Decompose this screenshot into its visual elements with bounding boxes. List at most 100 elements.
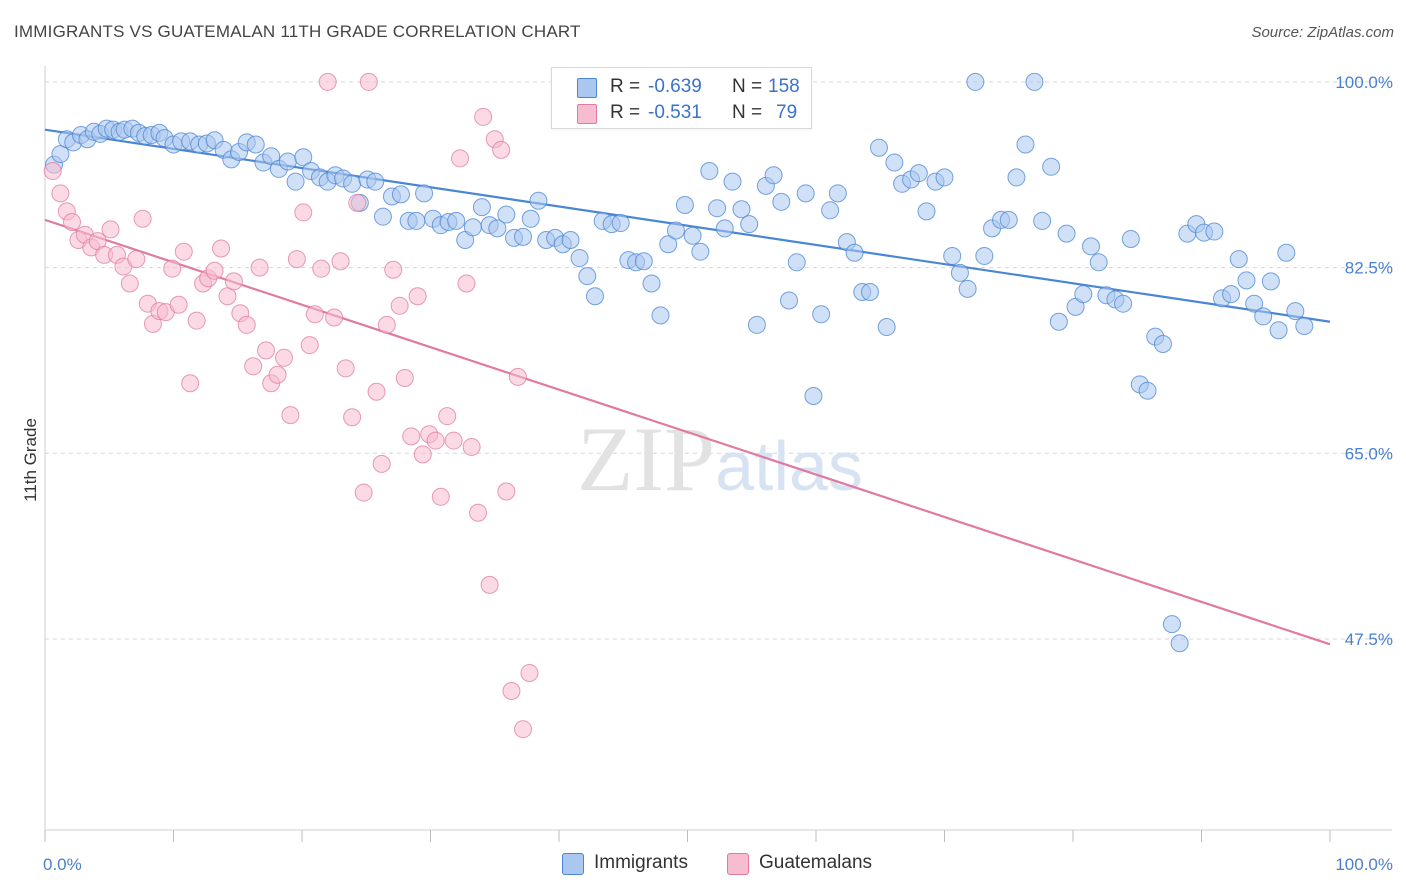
- series-guatemalans: [43, 72, 539, 739]
- data-point: [691, 242, 710, 261]
- stats-r-value: -0.531: [648, 102, 702, 123]
- data-point: [885, 153, 904, 172]
- data-point: [275, 348, 294, 367]
- data-point: [514, 720, 533, 739]
- data-point: [772, 192, 791, 211]
- data-point: [958, 279, 977, 298]
- data-point: [51, 145, 70, 164]
- data-point: [218, 287, 237, 306]
- data-point: [343, 174, 362, 193]
- data-point: [244, 357, 263, 376]
- data-point: [281, 406, 300, 425]
- data-point: [348, 193, 367, 212]
- data-point: [343, 408, 362, 427]
- data-point: [508, 367, 527, 386]
- data-point: [1254, 307, 1273, 326]
- data-point: [869, 138, 888, 157]
- data-point: [286, 172, 305, 191]
- data-point: [408, 287, 427, 306]
- trend-line-guatemalans: [44, 218, 1331, 646]
- data-point: [1277, 243, 1296, 262]
- data-point: [163, 259, 182, 278]
- data-point: [1205, 222, 1224, 241]
- stats-row-immigrants: R = -0.639 N = 158: [552, 75, 811, 101]
- data-point: [935, 168, 954, 187]
- stats-row-guatemalans: R = -0.531 N = 79: [552, 101, 811, 127]
- points-layer: [43, 72, 1314, 739]
- data-point: [62, 212, 81, 231]
- y-tick-label: 47.5%: [1345, 630, 1393, 649]
- x-tick-label: 0.0%: [43, 855, 82, 874]
- data-point: [415, 184, 434, 203]
- data-point: [312, 259, 331, 278]
- y-tick-label: 65.0%: [1345, 444, 1393, 463]
- data-point: [101, 220, 120, 239]
- data-point: [181, 374, 200, 393]
- data-point: [431, 487, 450, 506]
- y-tick-label: 82.5%: [1345, 259, 1393, 278]
- data-point: [268, 365, 287, 384]
- series-immigrants: [44, 72, 1314, 653]
- data-point: [917, 202, 936, 221]
- data-point: [611, 214, 630, 233]
- data-point: [472, 198, 491, 217]
- tick-label-layer: 47.5% 65.0% 82.5% 100.0% 0.0% 100.0%: [43, 73, 1393, 874]
- stats-r-label: R =: [610, 102, 641, 123]
- watermark: ZIPatlas: [577, 408, 863, 510]
- data-point: [520, 663, 539, 682]
- data-point: [529, 191, 548, 210]
- data-point: [1229, 250, 1248, 269]
- data-point: [521, 209, 540, 228]
- data-point: [732, 200, 751, 219]
- y-axis-label: 11th Grade: [21, 418, 40, 502]
- data-point: [715, 219, 734, 238]
- data-point: [366, 172, 385, 191]
- data-point: [250, 258, 269, 277]
- data-point: [1057, 224, 1076, 243]
- data-point: [294, 148, 313, 167]
- stats-r-label: R =: [610, 76, 641, 97]
- data-point: [683, 226, 702, 245]
- data-point: [212, 239, 231, 258]
- data-point: [828, 184, 847, 203]
- data-point: [492, 140, 511, 159]
- data-point: [287, 250, 306, 269]
- data-point: [120, 274, 139, 293]
- data-point: [1286, 302, 1305, 321]
- data-point: [447, 211, 466, 230]
- data-point: [224, 272, 243, 291]
- data-point: [561, 231, 580, 250]
- data-point: [237, 315, 256, 334]
- data-point: [359, 72, 378, 91]
- data-point: [127, 250, 146, 269]
- data-point: [480, 575, 499, 594]
- data-point: [469, 503, 488, 522]
- data-point: [305, 305, 324, 324]
- data-point: [463, 218, 482, 237]
- data-point: [950, 263, 969, 282]
- data-point: [845, 243, 864, 262]
- data-point: [740, 215, 759, 234]
- stats-n-label: N =: [732, 102, 763, 123]
- data-point: [395, 368, 414, 387]
- y-tick-label: 100.0%: [1335, 73, 1393, 92]
- data-point: [1170, 634, 1189, 653]
- data-point: [391, 185, 410, 204]
- data-point: [1269, 321, 1288, 340]
- data-point: [1237, 271, 1256, 290]
- data-point: [488, 219, 507, 238]
- data-point: [246, 135, 265, 154]
- data-point: [1295, 316, 1314, 335]
- data-point: [1114, 294, 1133, 313]
- data-point: [764, 166, 783, 185]
- data-point: [367, 382, 386, 401]
- data-point: [390, 296, 409, 315]
- data-point: [457, 274, 476, 293]
- data-point: [278, 152, 297, 171]
- data-point: [675, 196, 694, 215]
- data-point: [821, 201, 840, 220]
- data-point: [1007, 168, 1026, 187]
- data-point: [336, 359, 355, 378]
- data-point: [1016, 135, 1035, 154]
